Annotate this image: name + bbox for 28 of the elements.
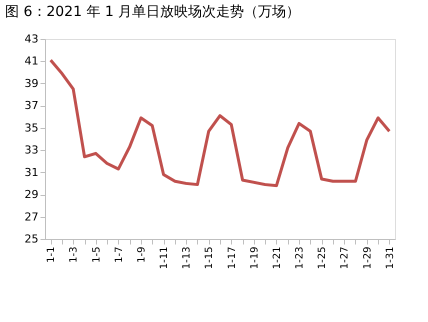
y-tick-label: 37 [24, 99, 38, 112]
x-tick-label: 1-1 [46, 246, 58, 263]
x-tick-label: 1-29 [362, 246, 374, 270]
x-tick-label: 1-19 [249, 246, 260, 270]
y-tick-label: 31 [24, 166, 38, 179]
x-tick-label: 1-31 [384, 246, 396, 270]
x-tick-label: 1-5 [91, 246, 102, 263]
chart-title: 图 6：2021 年 1 月单日放映场次走势（万场） [5, 4, 300, 20]
x-tick-label: 1-23 [294, 246, 306, 270]
y-tick-label: 29 [24, 188, 38, 202]
y-tick-label: 25 [24, 232, 38, 246]
y-tick-label: 27 [24, 210, 38, 224]
x-tick-label: 1-11 [159, 246, 170, 270]
x-tick-label: 1-15 [204, 246, 216, 270]
y-tick-label: 43 [24, 32, 38, 46]
x-tick-label: 1-9 [136, 246, 148, 263]
y-tick-label: 39 [24, 76, 38, 90]
x-tick-label: 1-13 [182, 246, 193, 270]
y-tick-label: 35 [24, 121, 38, 134]
line-series [49, 58, 391, 188]
x-tick-label: 1-21 [272, 246, 283, 270]
x-tick-label: 1-17 [226, 246, 238, 270]
x-tick-label: 1-25 [317, 246, 328, 270]
x-tick-label: 1-27 [340, 246, 351, 270]
x-tick-label: 1-3 [68, 246, 80, 263]
y-tick-label: 41 [24, 54, 38, 68]
y-tick-label: 33 [24, 144, 38, 157]
x-tick-label: 1-7 [114, 246, 125, 263]
